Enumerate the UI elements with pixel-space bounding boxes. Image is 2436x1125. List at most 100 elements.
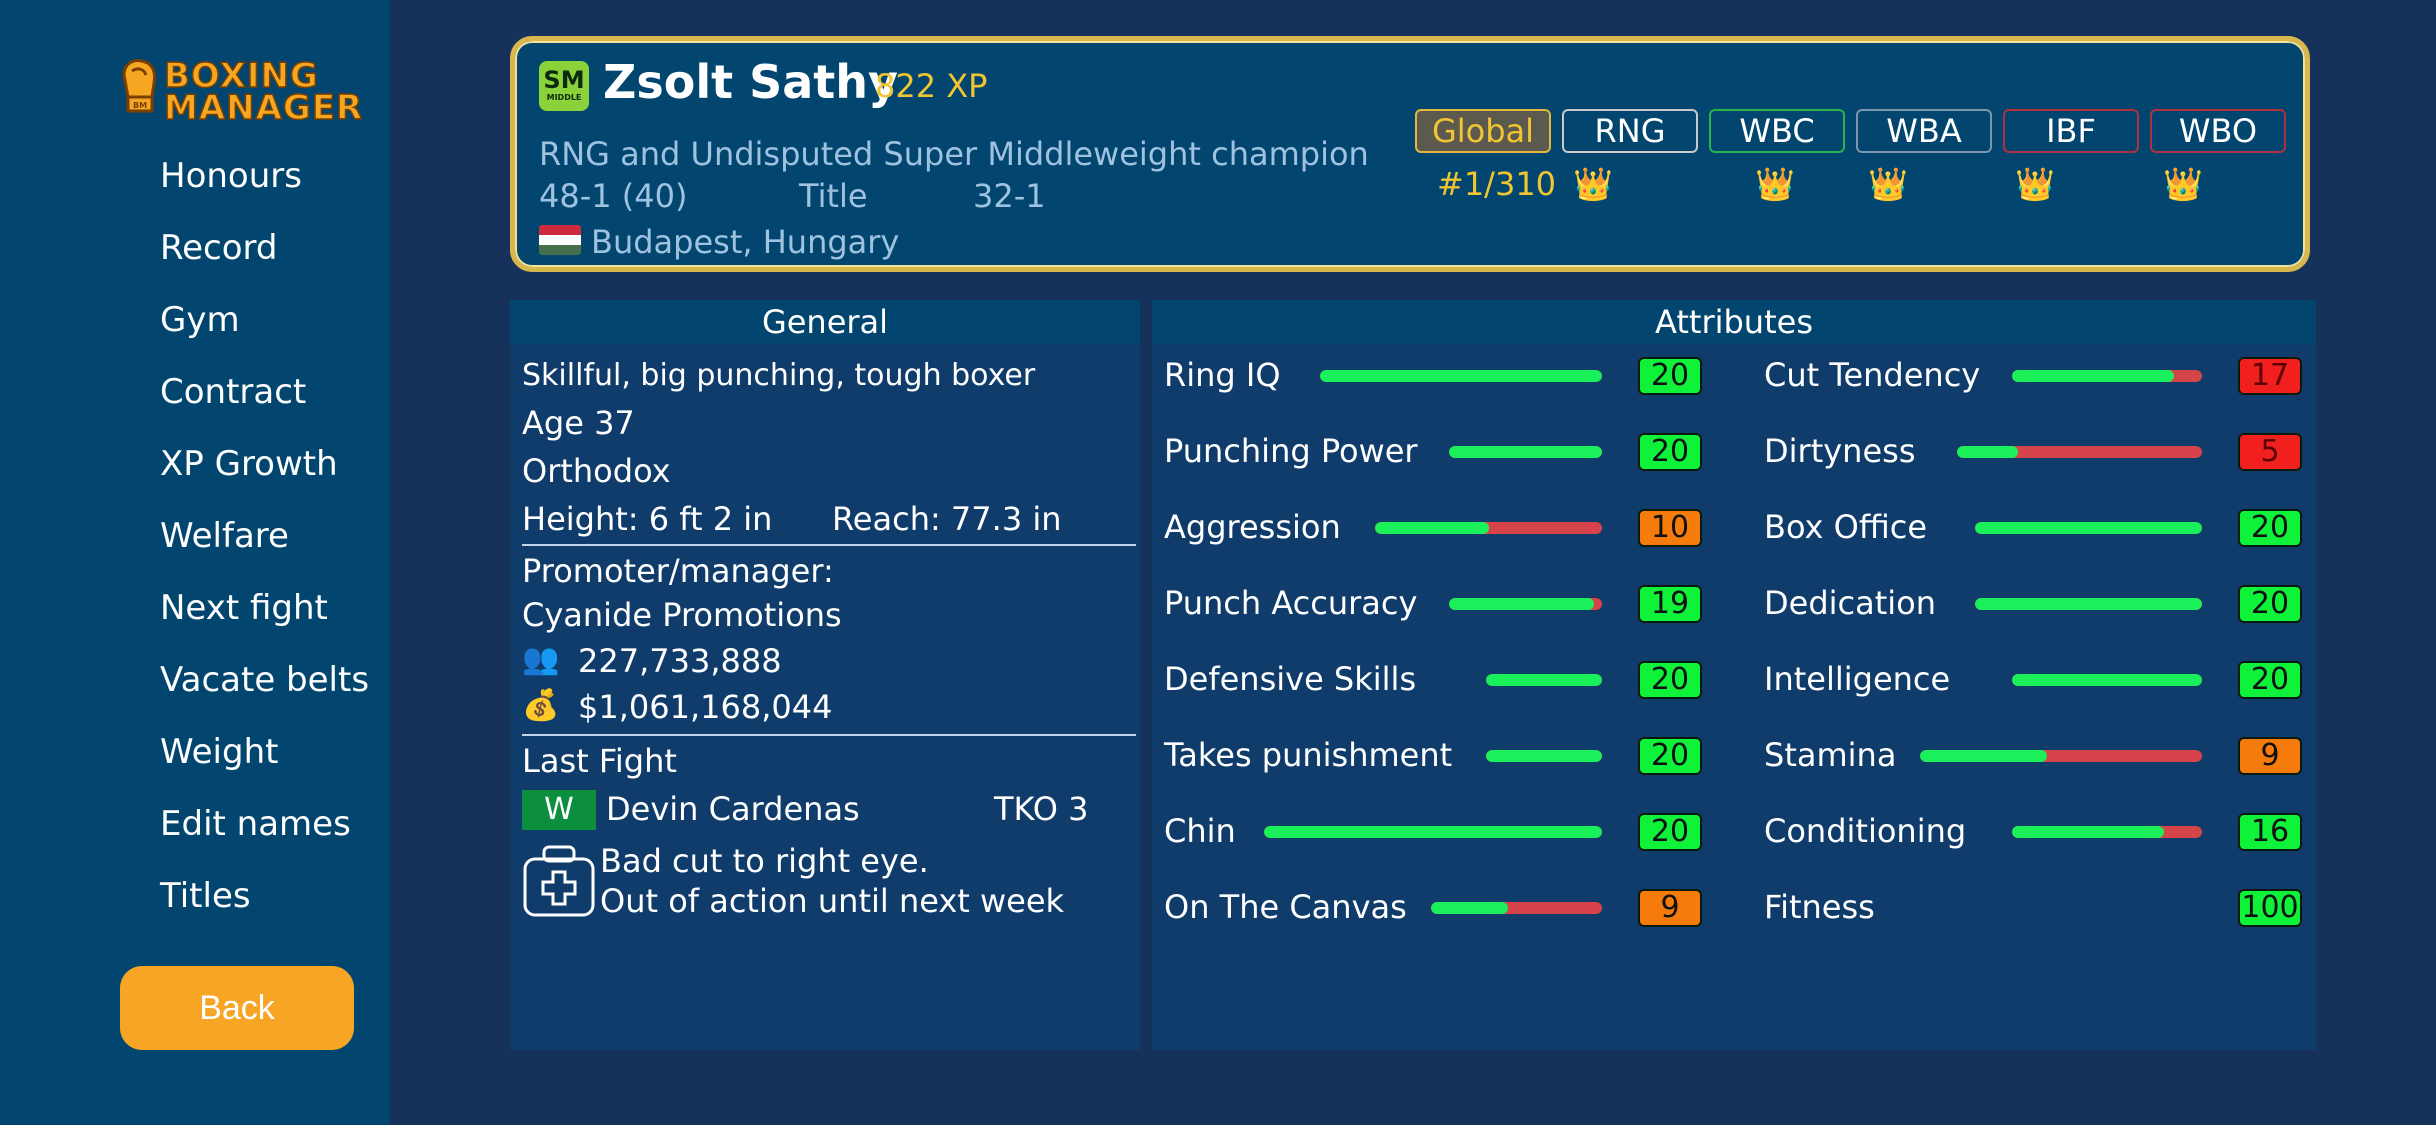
- money-bag-icon: 💰: [522, 688, 560, 723]
- boxer-style: Skillful, big punching, tough boxer: [522, 358, 1036, 393]
- boxer-header-card: SM MIDDLE Zsolt Sathy 822 XP RNG and Und…: [510, 36, 2310, 272]
- attribute-value-punch-accuracy: 19: [1638, 585, 1702, 623]
- attribute-bar-dirtyness: [1956, 446, 2202, 458]
- injury-line-1: Bad cut to right eye.: [600, 842, 929, 880]
- divider: [522, 544, 1136, 546]
- attribute-bar-cut-tendency: [2012, 370, 2202, 382]
- attribute-value-intelligence: 20: [2238, 661, 2302, 699]
- sidebar-item-xp-growth[interactable]: XP Growth: [160, 444, 338, 484]
- attribute-bar-fill: [1449, 598, 1595, 610]
- svg-text:BM: BM: [133, 101, 147, 110]
- division-badge-sub: MIDDLE: [546, 93, 582, 102]
- attribute-bar-fill: [1264, 826, 1602, 838]
- boxer-title-line: RNG and Undisputed Super Middleweight ch…: [539, 135, 1369, 173]
- flag-stripe-bottom: [539, 245, 581, 255]
- attribute-label-chin: Chin: [1164, 812, 1236, 850]
- attribute-value-aggression: 10: [1638, 509, 1702, 547]
- title-record: 32-1: [973, 177, 1046, 215]
- boxer-xp: 822 XP: [875, 67, 988, 105]
- attribute-bar-fill: [1956, 446, 2018, 458]
- wbo-crown-icon: 👑: [2163, 165, 2203, 203]
- attribute-bar-dedication: [1975, 598, 2202, 610]
- sidebar-item-gym[interactable]: Gym: [160, 300, 240, 340]
- attribute-bar-box-office: [1975, 522, 2202, 534]
- back-button[interactable]: Back: [120, 966, 354, 1050]
- attribute-bar-ring-iq: [1319, 370, 1602, 382]
- promoter-name: Cyanide Promotions: [522, 596, 842, 634]
- attribute-label-takes-punishment: Takes punishment: [1164, 736, 1453, 774]
- last-fight-method: TKO 3: [994, 790, 1089, 828]
- attribute-value-ring-iq: 20: [1638, 357, 1702, 395]
- attribute-label-punching-power: Punching Power: [1164, 432, 1418, 470]
- tab-wba[interactable]: WBA: [1856, 109, 1992, 153]
- general-heading: General: [510, 300, 1140, 344]
- flag-stripe-top: [539, 225, 581, 235]
- attribute-label-cut-tendency: Cut Tendency: [1764, 356, 1981, 394]
- attribute-bar-takes-punishment: [1486, 750, 1602, 762]
- division-badge-code: SM: [543, 66, 585, 94]
- boxer-record: 48-1 (40): [539, 177, 688, 215]
- hungary-flag-icon: [539, 225, 581, 255]
- general-panel: General Skillful, big punching, tough bo…: [510, 300, 1140, 1050]
- attribute-bar-chin: [1264, 826, 1602, 838]
- tab-rng[interactable]: RNG: [1562, 109, 1698, 153]
- last-fight-opponent[interactable]: Devin Cardenas: [606, 790, 860, 828]
- money-amount: $1,061,168,044: [578, 688, 833, 726]
- tab-wbo[interactable]: WBO: [2150, 109, 2286, 153]
- boxer-age: Age 37: [522, 404, 635, 442]
- attribute-label-on-the-canvas: On The Canvas: [1164, 888, 1407, 926]
- logo-line-1: BOXING: [163, 56, 319, 96]
- flag-stripe-middle: [539, 235, 581, 245]
- sidebar-item-edit-names[interactable]: Edit names: [160, 804, 351, 844]
- boxer-name: Zsolt Sathy: [603, 55, 899, 109]
- attribute-label-fitness: Fitness: [1764, 888, 1875, 926]
- attribute-label-ring-iq: Ring IQ: [1164, 356, 1281, 394]
- division-badge: SM MIDDLE: [539, 61, 589, 111]
- attribute-bar-fill: [1319, 370, 1602, 382]
- attribute-value-chin: 20: [1638, 813, 1702, 851]
- sidebar-item-vacate-belts[interactable]: Vacate belts: [160, 660, 370, 700]
- sidebar-item-titles[interactable]: Titles: [160, 876, 251, 916]
- attribute-bar-fill: [1486, 750, 1602, 762]
- tab-wbc[interactable]: WBC: [1709, 109, 1845, 153]
- attribute-label-aggression: Aggression: [1164, 508, 1341, 546]
- title-label: Title: [799, 177, 868, 215]
- injury-line-2: Out of action until next week: [600, 882, 1065, 920]
- attribute-label-punch-accuracy: Punch Accuracy: [1164, 584, 1418, 622]
- attribute-label-dedication: Dedication: [1764, 584, 1937, 622]
- fans-icon: 👥: [522, 642, 560, 677]
- attribute-bar-aggression: [1375, 522, 1602, 534]
- sidebar-item-weight[interactable]: Weight: [160, 732, 279, 772]
- attribute-bar-punch-accuracy: [1449, 598, 1602, 610]
- attribute-bar-fill: [1975, 598, 2202, 610]
- attribute-bar-on-the-canvas: [1430, 902, 1602, 914]
- ibf-crown-icon: 👑: [2015, 165, 2055, 203]
- attribute-bar-stamina: [1919, 750, 2202, 762]
- tab-ibf[interactable]: IBF: [2003, 109, 2139, 153]
- attribute-value-cut-tendency: 17: [2238, 357, 2302, 395]
- medical-kit-icon: [523, 845, 595, 917]
- attribute-bar-fill: [2012, 674, 2202, 686]
- rng-crown-icon: 👑: [1573, 165, 1613, 203]
- attribute-value-fitness: 100: [2238, 889, 2302, 927]
- attribute-bar-intelligence: [2012, 674, 2202, 686]
- attribute-bar-punching-power: [1449, 446, 1602, 458]
- attribute-label-stamina: Stamina: [1764, 736, 1897, 774]
- attribute-bar-fill: [1449, 446, 1602, 458]
- attribute-value-dedication: 20: [2238, 585, 2302, 623]
- divider: [522, 734, 1136, 736]
- sidebar-item-honours[interactable]: Honours: [160, 156, 302, 196]
- boxing-glove-icon: BM: [122, 59, 156, 113]
- sidebar-item-welfare[interactable]: Welfare: [160, 516, 289, 556]
- logo-line-2: MANAGER: [163, 88, 364, 128]
- boxer-stance: Orthodox: [522, 452, 671, 490]
- tab-global[interactable]: Global: [1415, 109, 1551, 153]
- attributes-panel: Attributes Ring IQ 20 Punching Power 20 Aggr…: [1152, 300, 2316, 1050]
- attribute-value-box-office: 20: [2238, 509, 2302, 547]
- attributes-heading: Attributes: [1152, 300, 2316, 344]
- sidebar-item-contract[interactable]: Contract: [160, 372, 307, 412]
- sidebar-item-record[interactable]: Record: [160, 228, 278, 268]
- attribute-bar-fill: [1430, 902, 1508, 914]
- attribute-label-defensive-skills: Defensive Skills: [1164, 660, 1417, 698]
- sidebar-item-next-fight[interactable]: Next fight: [160, 588, 328, 628]
